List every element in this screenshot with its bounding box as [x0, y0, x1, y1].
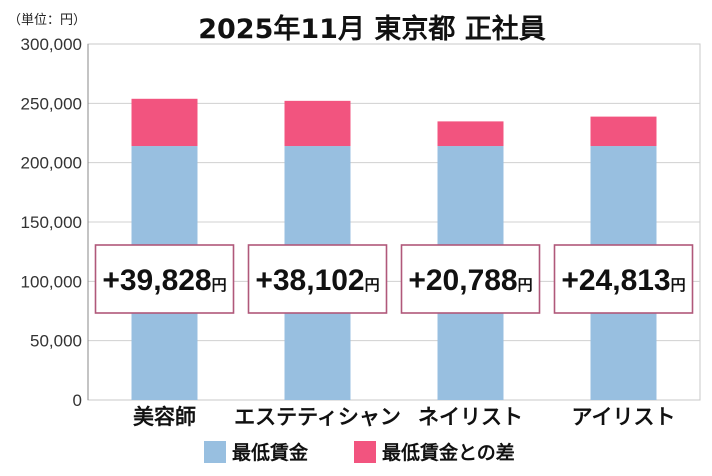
difference-label: +20,788円 — [408, 264, 532, 297]
legend-label: 最低賃金との差 — [382, 441, 515, 464]
bar-difference — [284, 100, 351, 147]
legend-label: 最低賃金 — [232, 441, 309, 464]
category-label: エステティシャン — [234, 405, 401, 429]
y-tick-label: 50,000 — [30, 332, 82, 351]
annotation-layer: +39,828円 +38,102円 +20,788円 +24,813円 — [94, 244, 694, 314]
difference-value: +39,828 — [102, 264, 211, 297]
category-label: アイリスト — [572, 405, 676, 429]
category-layer: 美容師 エステティシャン ネイリスト アイリスト — [133, 405, 675, 429]
difference-value: +20,788 — [408, 264, 517, 297]
legend-swatch — [204, 441, 226, 463]
category-label: 美容師 — [133, 405, 196, 429]
difference-label: +39,828円 — [102, 264, 226, 297]
difference-value: +24,813 — [561, 264, 670, 297]
bar-difference — [437, 121, 504, 147]
difference-label-box — [400, 244, 541, 314]
axis-layer: 0 50,000 100,000 150,000 200,000 250,000 300,0… — [21, 35, 89, 410]
difference-label-box — [94, 244, 235, 314]
y-tick-label: 0 — [73, 391, 82, 410]
y-tick-label: 150,000 — [21, 213, 82, 232]
difference-label: +38,102円 — [255, 264, 379, 297]
chart-title: 2025年11月 東京都 正社員 — [198, 13, 546, 45]
difference-label-box — [247, 244, 388, 314]
bar-difference — [590, 116, 657, 147]
legend-swatch — [354, 441, 376, 463]
difference-label-box — [553, 244, 694, 314]
unit-label: （単位：円） — [8, 12, 86, 28]
y-tick-label: 250,000 — [21, 94, 82, 113]
difference-unit: 円 — [518, 276, 533, 294]
difference-unit: 円 — [212, 276, 227, 294]
y-tick-label: 100,000 — [21, 272, 82, 291]
difference-value: +38,102 — [255, 264, 364, 297]
y-tick-label: 200,000 — [21, 154, 82, 173]
y-tick-label: 300,000 — [21, 35, 82, 54]
category-label: ネイリスト — [418, 405, 523, 429]
difference-unit: 円 — [365, 276, 380, 294]
difference-unit: 円 — [671, 276, 686, 294]
legend: 最低賃金 最低賃金との差 — [204, 441, 515, 464]
difference-label: +24,813円 — [561, 264, 685, 297]
bar-difference — [131, 98, 198, 147]
